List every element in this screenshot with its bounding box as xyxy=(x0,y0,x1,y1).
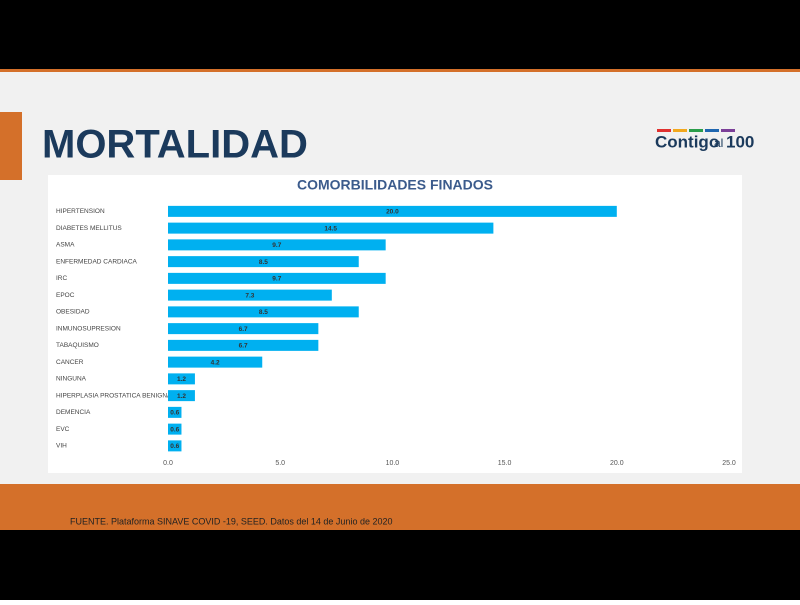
logo-stripe xyxy=(657,129,671,132)
value-label: 7.3 xyxy=(245,292,254,299)
bottom-band xyxy=(0,484,800,530)
x-tick-label: 25.0 xyxy=(722,460,736,467)
bar xyxy=(168,356,263,368)
y-tick-label: EPOC xyxy=(56,292,75,299)
x-tick-label: 5.0 xyxy=(275,460,285,467)
value-label: 9.7 xyxy=(272,242,281,249)
value-label: 6.7 xyxy=(239,326,248,333)
bar xyxy=(168,423,182,435)
logo-text: al xyxy=(714,136,723,150)
value-label: 9.7 xyxy=(272,276,281,283)
y-tick-label: VIH xyxy=(56,443,67,450)
y-tick-label: NINGUNA xyxy=(56,376,87,383)
y-tick-label: INMUNOSUPRESION xyxy=(56,325,121,332)
value-label: 0.6 xyxy=(170,443,179,450)
bottom-bar xyxy=(0,530,800,600)
value-label: 0.6 xyxy=(170,426,179,433)
value-label: 8.5 xyxy=(259,259,268,266)
value-label: 20.0 xyxy=(386,209,399,216)
top-line xyxy=(0,69,800,72)
value-label: 6.7 xyxy=(239,343,248,350)
page-title: MORTALIDAD xyxy=(42,123,308,167)
value-label: 1.2 xyxy=(177,393,186,400)
bar xyxy=(168,256,359,268)
bar xyxy=(168,272,386,284)
chart-panel xyxy=(48,175,742,473)
bar xyxy=(168,222,494,234)
value-label: 14.5 xyxy=(324,225,337,232)
source-note: FUENTE. Plataforma SINAVE COVID -19, SEE… xyxy=(70,516,392,526)
bar xyxy=(168,373,195,385)
y-tick-label: HIPERTENSION xyxy=(56,208,105,215)
x-tick-label: 20.0 xyxy=(610,460,624,467)
value-label: 0.6 xyxy=(170,410,179,417)
logo-text: Contigo xyxy=(655,132,719,151)
y-tick-label: CANCER xyxy=(56,359,84,366)
chart-title: COMORBILIDADES FINADOS xyxy=(297,177,493,193)
value-label: 1.2 xyxy=(177,376,186,383)
value-label: 4.2 xyxy=(211,359,220,366)
bar xyxy=(168,239,386,251)
logo-stripe xyxy=(689,129,703,132)
accent-block xyxy=(0,112,22,180)
y-tick-label: DIABETES MELLITUS xyxy=(56,225,122,232)
x-tick-label: 15.0 xyxy=(498,460,512,467)
bar xyxy=(168,390,195,402)
y-tick-label: HIPERPLASIA PROSTATICA BENIGNA xyxy=(56,392,172,399)
logo-stripe xyxy=(673,129,687,132)
y-tick-label: IRC xyxy=(56,275,68,282)
bar xyxy=(168,339,319,351)
bar xyxy=(168,205,617,217)
value-label: 8.5 xyxy=(259,309,268,316)
y-tick-label: DEMENCIA xyxy=(56,409,91,416)
plot: 0.0 5.0 10.0 15.0 20.0 25.0 HIPERTENSION 20.0 DI… xyxy=(56,205,736,467)
bar xyxy=(168,323,319,335)
bar xyxy=(168,440,182,452)
y-tick-label: TABAQUISMO xyxy=(56,342,99,349)
y-tick-label: EVC xyxy=(56,426,70,433)
bar xyxy=(168,406,182,418)
logo-stripe xyxy=(721,129,735,132)
logo-stripe xyxy=(705,129,719,132)
x-tick-label: 10.0 xyxy=(386,460,400,467)
logo-text: 100 xyxy=(726,132,754,151)
x-tick-label: 0.0 xyxy=(163,460,173,467)
bar xyxy=(168,306,359,318)
y-tick-label: OBESIDAD xyxy=(56,309,90,316)
y-tick-label: ASMA xyxy=(56,242,75,249)
bar xyxy=(168,289,332,301)
top-bar xyxy=(0,0,800,69)
y-tick-label: ENFERMEDAD CARDIACA xyxy=(56,258,138,265)
